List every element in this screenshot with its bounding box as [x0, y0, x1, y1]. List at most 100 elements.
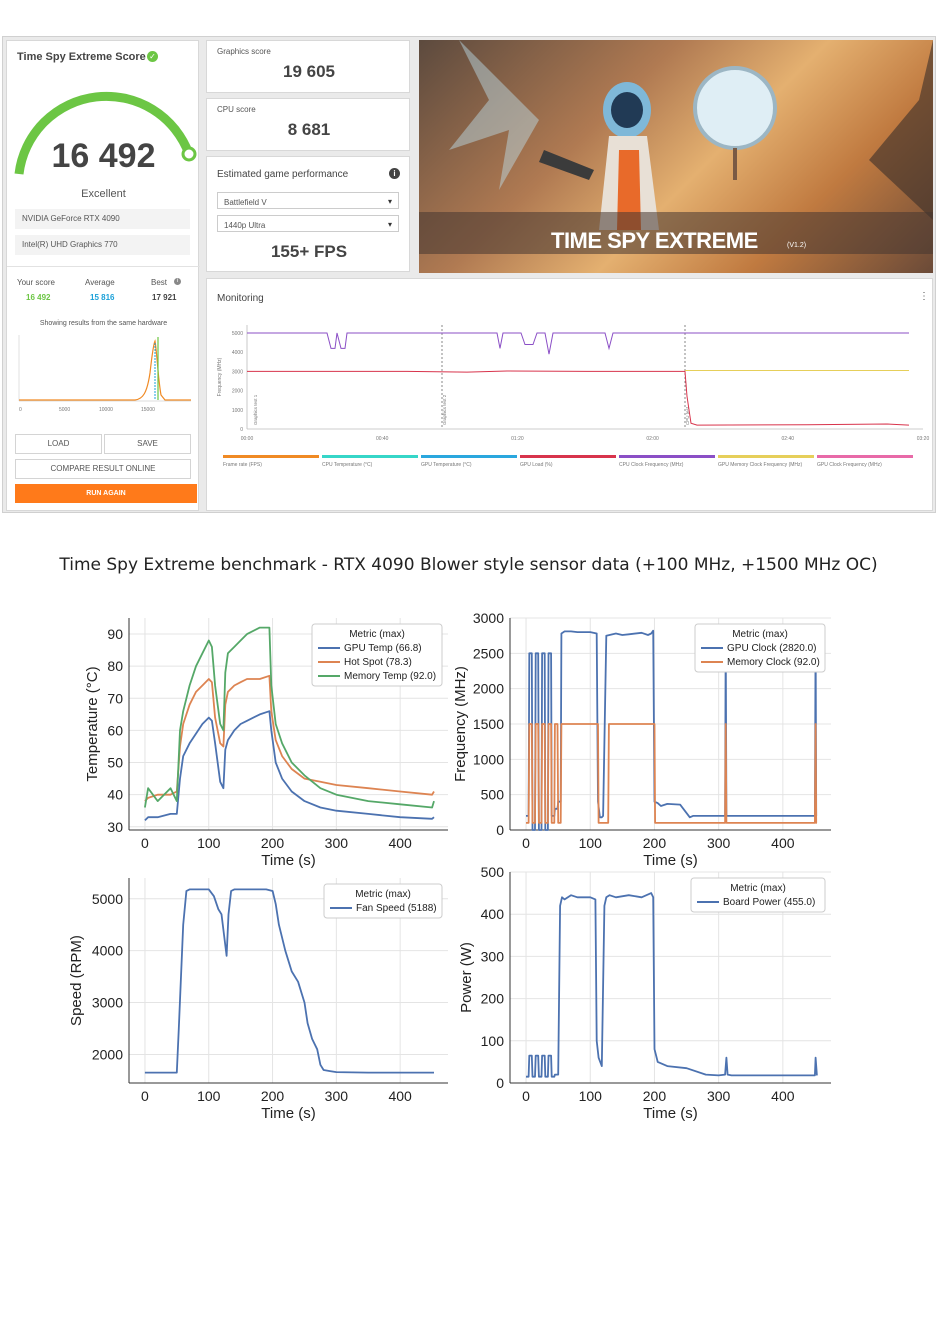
legend-swatch[interactable] [718, 455, 814, 458]
y-tick-label: 4000 [92, 943, 123, 959]
load-button[interactable]: LOAD [15, 434, 102, 454]
more-options-icon[interactable]: ⋮ [919, 291, 929, 302]
series-line-1 [144, 888, 434, 1074]
x-tick-label: 200 [261, 1088, 285, 1104]
legend-entry: Board Power (455.0) [723, 897, 815, 908]
x-tick-label: 300 [325, 1088, 349, 1104]
x-axis-label: Time (s) [643, 852, 697, 869]
series-line-2 [526, 723, 818, 824]
y-tick-label: 70 [107, 690, 123, 706]
legend-title: Metric (max) [730, 883, 786, 894]
legend-entry: Memory Clock (92.0) [727, 657, 820, 668]
total-score: 16 492 [51, 137, 156, 175]
x-tick-label: 400 [388, 1088, 412, 1104]
run-again-button[interactable]: RUN AGAIN [15, 484, 197, 503]
x-tick-label: 400 [771, 835, 795, 851]
x-tick-label: 100 [579, 1088, 603, 1104]
frequency-chart: 0 100 200 300 400 0 500 1000 1500 2000 2500 3000 Tim… [455, 610, 831, 869]
fps-value: 155+ FPS [270, 242, 348, 261]
mon-x-tick: 02:40 [782, 436, 795, 442]
mon-x-tick: 00:00 [241, 436, 254, 442]
legend-label: Frame rate (FPS) [223, 462, 262, 468]
info-icon[interactable]: i [174, 278, 181, 285]
mon-y-tick: 3000 [232, 369, 243, 375]
mon-y-tick: 4000 [232, 350, 243, 356]
y-tick-label: 0 [496, 1075, 504, 1091]
score-rating: Excellent [81, 188, 126, 200]
x-tick-label: 100 [197, 835, 221, 851]
hist-tick: 0 [19, 407, 22, 413]
legend-swatch[interactable] [520, 455, 616, 458]
gauge-arc [14, 91, 194, 175]
y-tick-label: 500 [481, 864, 505, 880]
legend-label: CPU Clock Frequency (MHz) [619, 462, 684, 468]
your-score-label: Your score [17, 278, 55, 287]
x-axis-label: Time (s) [643, 1105, 697, 1122]
x-tick-label: 0 [141, 835, 149, 851]
mon-cpu-clock-line [247, 332, 909, 355]
hist-tick: 15000 [141, 407, 155, 413]
legend-entry: Memory Temp (92.0) [344, 671, 436, 682]
histogram-curve [19, 339, 191, 401]
mon-y-label: Frequency (MHz) [217, 357, 223, 396]
legend-label: GPU Load (%) [520, 462, 553, 468]
series-line-3 [144, 626, 435, 809]
hist-tick: 5000 [59, 407, 70, 413]
same-hardware-note: Showing results from the same hardware [39, 320, 168, 327]
banner-title: TIME SPY EXTREME [551, 228, 758, 253]
x-axis-label: Time (s) [261, 1105, 315, 1122]
y-tick-label: 3000 [92, 995, 123, 1011]
legend-swatch[interactable] [619, 455, 715, 458]
x-axis-label: Time (s) [261, 852, 315, 869]
mon-y-tick: 5000 [232, 331, 243, 337]
power-chart: 0 100 200 300 400 0 100 200 300 400 500 Time (s) Pow… [458, 864, 831, 1122]
y-tick-label: 0 [496, 822, 504, 838]
mon-y-tick: 0 [240, 427, 243, 433]
x-tick-label: 400 [388, 835, 412, 851]
y-tick-label: 80 [107, 658, 123, 674]
y-tick-label: 300 [481, 948, 505, 964]
x-tick-label: 0 [522, 1088, 530, 1104]
y-tick-label: 30 [107, 819, 123, 835]
legend-label: CPU Temperature (°C) [322, 462, 373, 468]
legend-swatch[interactable] [223, 455, 319, 458]
score-gauge [14, 91, 197, 175]
y-tick-label: 3000 [473, 610, 504, 626]
legend-entry: GPU Clock (2820.0) [727, 643, 816, 654]
preset-select-value: 1440p Ultra [224, 221, 266, 230]
series-line-1 [526, 892, 818, 1078]
monitoring-chart: Frequency (MHz) 5000 4000 3000 2000 1000 0 00:0… [217, 325, 929, 442]
cpu-score-label: CPU score [217, 105, 256, 114]
legend-title: Metric (max) [355, 889, 411, 900]
legend-swatch[interactable] [322, 455, 418, 458]
legend-swatch[interactable] [421, 455, 517, 458]
compare-online-button[interactable]: COMPARE RESULT ONLINE [15, 459, 191, 479]
legend-box [690, 877, 826, 913]
mon-section-label: CPU test [685, 406, 690, 425]
figure-title: Time Spy Extreme benchmark - RTX 4090 Bl… [59, 555, 878, 575]
y-tick-label: 40 [107, 787, 123, 803]
info-icon[interactable]: i [389, 168, 400, 179]
legend-box [694, 623, 826, 673]
x-tick-label: 0 [522, 835, 530, 851]
preset-select[interactable]: 1440p Ultra ▾ [217, 215, 399, 232]
game-select[interactable]: Battlefield V ▾ [217, 192, 399, 209]
legend-swatch[interactable] [817, 455, 913, 458]
mon-section-label: Graphics test 1 [253, 394, 258, 425]
legend-label: GPU Temperature (°C) [421, 462, 472, 468]
save-button[interactable]: SAVE [104, 434, 191, 454]
cpu-score-card: CPU score 8 681 [206, 98, 410, 151]
average-value: 15 816 [90, 293, 115, 302]
graphics-score-value: 19 605 [283, 62, 335, 81]
y-axis-label: Power (W) [458, 942, 475, 1013]
legend-entry: Hot Spot (78.3) [344, 657, 412, 668]
score-panel: Time Spy Extreme Score ✓ 16 492 Excellen… [6, 40, 200, 511]
gpu-name: NVIDIA GeForce RTX 4090 [15, 209, 190, 229]
y-tick-label: 1000 [473, 751, 504, 767]
y-tick-label: 50 [107, 755, 123, 771]
y-tick-label: 400 [481, 906, 505, 922]
y-tick-label: 2000 [473, 681, 504, 697]
x-tick-label: 400 [771, 1088, 795, 1104]
best-label: Best [151, 278, 168, 287]
series-line-1 [144, 710, 435, 822]
